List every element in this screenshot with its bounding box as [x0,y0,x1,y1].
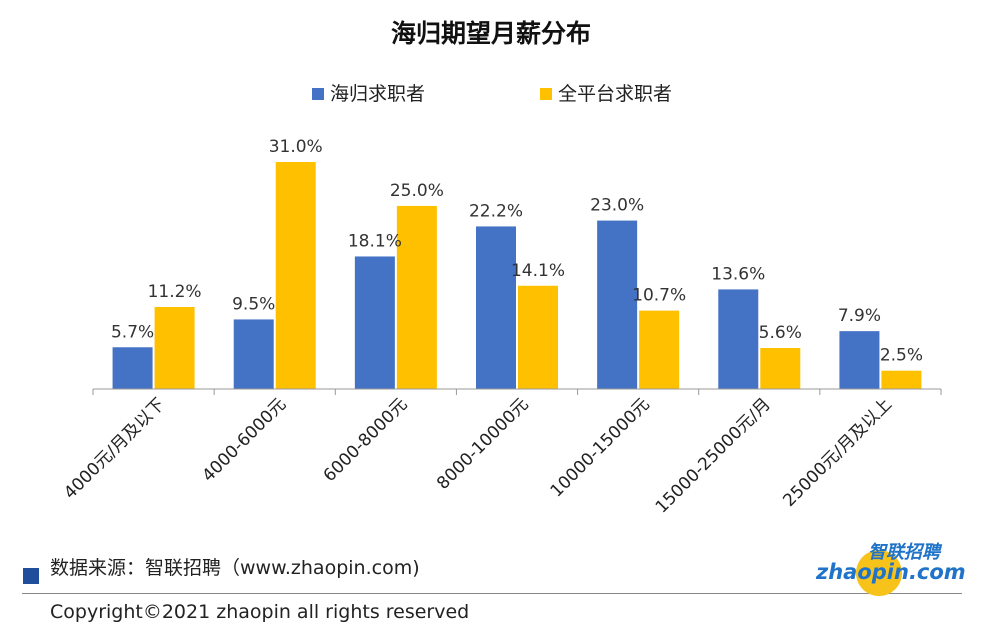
logo-circle [856,550,902,596]
value-label-s2-5: 10.7% [632,286,686,306]
bar-s2-7 [881,370,922,389]
bar-s1-6 [718,289,759,389]
value-label-s2-6: 5.6% [759,323,802,343]
legend-swatch-s1 [312,88,324,100]
bar-s1-1 [112,347,153,389]
bar-s2-6 [760,347,801,389]
value-label-s2-4: 14.1% [511,261,565,281]
chart-title: 海归期望月薪分布 [391,19,591,48]
value-label-s1-5: 23.0% [590,196,644,216]
bar-s2-2 [275,162,316,389]
x-tick-labels-group: 4000元/月及以下 4000-6000元 6000-8000元 8000-10000… [60,394,896,517]
legend-swatch-s2 [540,88,552,100]
copyright-text: Copyright©2021 zhaopin all rights reserv… [50,601,470,623]
bars-group [112,162,922,389]
x-tick-label-2: 4000-6000元 [199,394,291,486]
value-label-s1-2: 9.5% [232,294,275,314]
value-label-s2-7: 2.5% [880,346,923,366]
x-tick-label-3: 6000-8000元 [320,394,412,486]
source-text: 数据来源：智联招聘（www.zhaopin.com) [50,557,420,579]
bar-s1-5 [597,220,638,389]
x-tick-label-1: 4000元/月及以下 [60,394,169,503]
logo-cn-text: 智联招聘 [868,542,940,563]
x-tick-label-6: 15000-25000元/月 [652,394,775,517]
bar-s1-4 [476,226,516,389]
bar-chart: 海归期望月薪分布 海归求职者 全平台求职者 5.7% 11.2% 9.5% 31.0% 1… [60,19,942,517]
legend-label-s1: 海归求职者 [330,83,425,105]
x-tick-label-4: 8000-10000元 [433,394,532,493]
bar-s1-2 [233,319,274,389]
bar-s1-7 [839,331,880,389]
value-label-s2-1: 11.2% [148,282,202,302]
source-marker [23,568,39,584]
bar-s1-3 [354,256,395,389]
legend-label-s2: 全平台求职者 [558,83,672,105]
bar-s2-4 [518,285,558,389]
value-label-s1-7: 7.9% [838,306,881,326]
value-label-s1-3: 18.1% [348,231,402,251]
bar-s2-1 [154,306,195,389]
value-label-s2-2: 31.0% [269,137,323,157]
x-ticks-group [92,389,942,395]
x-tick-label-5: 10000-15000元 [547,394,654,501]
logo-en-text: zhaopin.com [816,560,966,584]
zhaopin-logo: 智联招聘 zhaopin.com [808,538,968,596]
legend: 海归求职者 全平台求职者 [312,83,672,105]
value-label-s1-4: 22.2% [469,201,523,221]
value-label-s1-1: 5.7% [111,322,154,342]
x-tick-label-7: 25000元/月及以上 [779,394,896,511]
value-label-s2-3: 25.0% [390,181,444,201]
bar-s2-3 [396,205,437,389]
footer-divider [22,593,962,594]
bar-s2-5 [639,310,680,389]
value-label-s1-6: 13.6% [711,264,765,284]
value-labels-group: 5.7% 11.2% 9.5% 31.0% 18.1% 25.0% 22.2% 14.1% 23… [111,137,923,366]
